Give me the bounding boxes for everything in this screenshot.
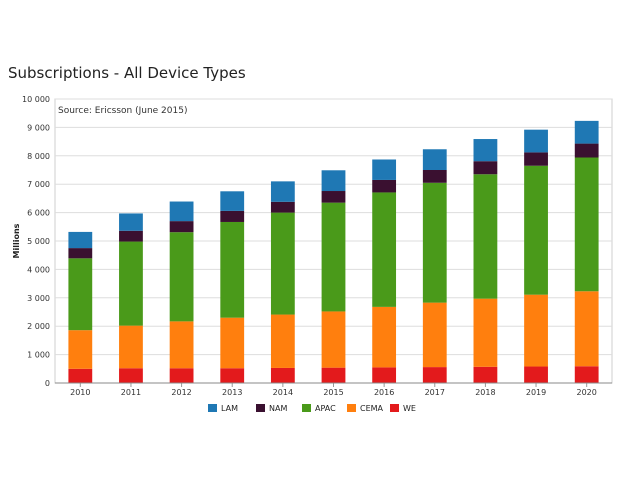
chart-source: Source: Ericsson (June 2015) (58, 106, 187, 116)
chart-title: Subscriptions - All Device Types (8, 64, 246, 82)
bar-apac-2010 (68, 258, 93, 331)
y-tick-label: 5 000 (27, 237, 50, 246)
bar-lam-2012 (169, 201, 194, 222)
y-axis-label: Millions (12, 223, 21, 258)
legend-label-we: WE (403, 404, 416, 413)
bar-we-2017 (422, 367, 447, 383)
y-tick-label: 2 000 (27, 322, 50, 331)
bar-lam-2013 (220, 191, 245, 211)
bar-nam-2018 (473, 161, 498, 175)
bar-lam-2019 (524, 129, 548, 153)
bar-we-2010 (68, 368, 93, 383)
legend-label-cema: CEMA (360, 404, 384, 413)
bar-we-2014 (270, 367, 295, 383)
bar-lam-2014 (270, 181, 295, 202)
y-tick-label: 1 000 (27, 351, 50, 360)
bar-cema-2020 (574, 291, 599, 367)
bar-apac-2011 (119, 241, 143, 326)
bar-nam-2013 (220, 210, 245, 222)
bar-cema-2018 (473, 298, 498, 367)
bar-nam-2014 (270, 201, 295, 213)
bar-apac-2016 (372, 192, 397, 307)
legend-swatch-apac (302, 404, 311, 412)
x-tick-label: 2017 (425, 388, 445, 397)
legend-swatch-cema (347, 404, 356, 412)
bar-apac-2013 (220, 221, 245, 318)
bar-cema-2011 (119, 325, 143, 369)
bar-we-2016 (372, 367, 397, 383)
bar-apac-2017 (422, 182, 447, 303)
x-tick-label: 2015 (323, 388, 343, 397)
bar-apac-2015 (321, 202, 346, 312)
bar-cema-2012 (169, 321, 194, 369)
bar-nam-2019 (524, 152, 548, 166)
bar-nam-2017 (422, 170, 447, 183)
legend-label-lam: LAM (221, 404, 238, 413)
bar-we-2012 (169, 368, 194, 383)
y-tick-label: 9 000 (27, 123, 50, 132)
bar-apac-2019 (524, 165, 548, 295)
y-tick-label: 6 000 (27, 209, 50, 218)
bar-nam-2015 (321, 191, 346, 203)
x-tick-label: 2014 (273, 388, 293, 397)
bar-nam-2012 (169, 221, 194, 233)
bar-lam-2017 (422, 149, 447, 170)
bar-cema-2010 (68, 330, 93, 369)
bar-lam-2010 (68, 231, 93, 249)
legend-label-apac: APAC (315, 404, 336, 413)
bar-nam-2020 (574, 143, 599, 158)
x-tick-label: 2011 (121, 388, 141, 397)
legend-swatch-lam (208, 404, 217, 412)
bar-lam-2015 (321, 170, 346, 192)
bar-apac-2014 (270, 212, 295, 315)
bar-cema-2015 (321, 311, 346, 368)
x-tick-label: 2013 (222, 388, 242, 397)
x-tick-label: 2016 (374, 388, 394, 397)
bar-we-2020 (574, 366, 599, 383)
bar-apac-2020 (574, 157, 599, 292)
bar-we-2015 (321, 367, 346, 383)
y-tick-label: 4 000 (27, 265, 50, 274)
bar-apac-2018 (473, 174, 498, 299)
bar-nam-2010 (68, 248, 93, 259)
x-tick-label: 2019 (526, 388, 546, 397)
bar-we-2013 (220, 368, 245, 383)
y-tick-label: 8 000 (27, 152, 50, 161)
bar-cema-2014 (270, 314, 295, 368)
y-tick-label: 10 000 (22, 95, 50, 104)
bar-we-2019 (524, 366, 548, 383)
bar-lam-2011 (119, 213, 143, 231)
bar-lam-2018 (473, 139, 498, 162)
x-tick-label: 2010 (70, 388, 90, 397)
x-tick-label: 2020 (577, 388, 597, 397)
x-tick-label: 2018 (475, 388, 495, 397)
bar-apac-2012 (169, 232, 194, 322)
bar-cema-2019 (524, 294, 548, 367)
bar-cema-2017 (422, 302, 447, 368)
y-tick-label: 0 (45, 379, 50, 388)
legend-label-nam: NAM (269, 404, 287, 413)
y-tick-label: 3 000 (27, 294, 50, 303)
bar-nam-2011 (119, 230, 143, 242)
bar-we-2018 (473, 366, 498, 383)
bar-nam-2016 (372, 179, 397, 193)
bar-cema-2013 (220, 317, 245, 369)
bar-cema-2016 (372, 306, 397, 368)
bar-we-2011 (119, 368, 143, 383)
y-tick-label: 7 000 (27, 180, 50, 189)
x-tick-label: 2012 (171, 388, 191, 397)
legend-swatch-we (390, 404, 399, 412)
bar-lam-2020 (574, 120, 599, 144)
bar-lam-2016 (372, 159, 397, 180)
legend-swatch-nam (256, 404, 265, 412)
